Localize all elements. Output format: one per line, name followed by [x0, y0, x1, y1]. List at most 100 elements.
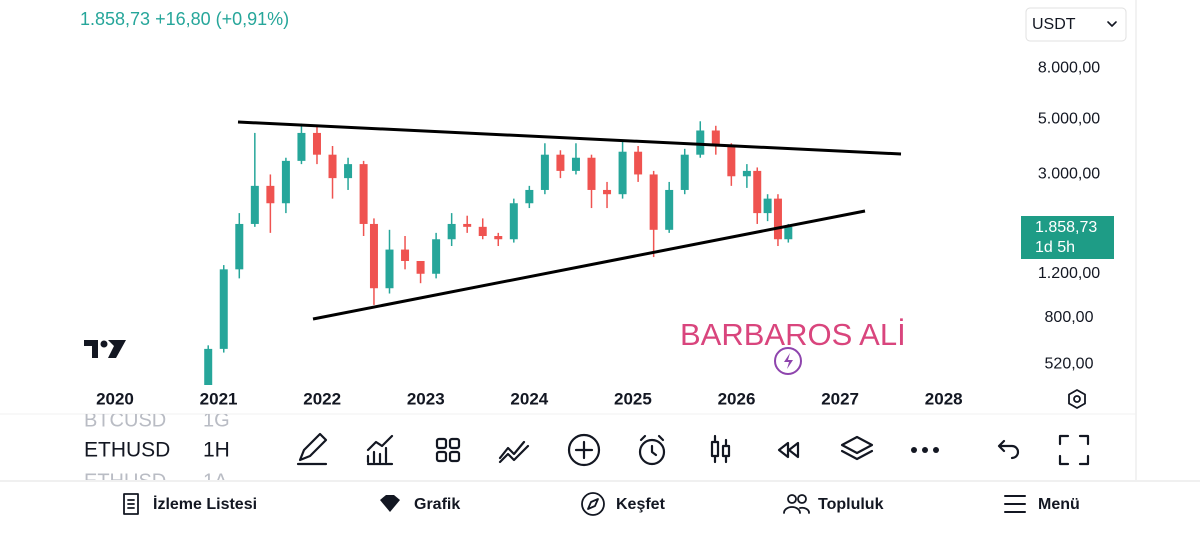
- more-tool[interactable]: [911, 447, 939, 453]
- layers-tool[interactable]: [840, 435, 874, 461]
- x-tick-label: 2026: [718, 389, 756, 408]
- candle-body: [634, 151, 643, 175]
- candle-body: [665, 189, 674, 230]
- x-tick-label: 2023: [407, 389, 445, 408]
- watchlist-icon[interactable]: [123, 493, 139, 515]
- layout-tool[interactable]: [435, 437, 461, 463]
- lightning-icon: [774, 347, 802, 375]
- candle-body: [385, 249, 394, 289]
- candle-body: [401, 249, 410, 261]
- candle-body: [696, 130, 705, 155]
- candle-body: [753, 170, 762, 214]
- candle-body: [649, 174, 658, 230]
- nav-item[interactable]: Grafik: [414, 496, 460, 513]
- badge-countdown: 1d 5h: [1035, 239, 1075, 256]
- symbol-above: BTCUSD: [84, 409, 166, 431]
- candle-body: [763, 198, 772, 214]
- indicators-tool[interactable]: [366, 434, 394, 466]
- y-tick-label: 3.000,00: [1038, 166, 1100, 183]
- currency-select[interactable]: USDT: [1025, 7, 1127, 42]
- y-tick-label: 5.000,00: [1038, 110, 1100, 127]
- settings-icon[interactable]: [1068, 389, 1086, 409]
- candle-body: [571, 157, 580, 171]
- y-tick-label: 520,00: [1045, 356, 1094, 373]
- x-tick-label: 2022: [303, 389, 341, 408]
- candle-body: [281, 160, 290, 204]
- candle-body: [204, 348, 213, 385]
- candle-body: [680, 154, 689, 190]
- x-tick-label: 2020: [96, 389, 134, 408]
- symbol[interactable]: ETHUSD: [84, 439, 170, 462]
- quote: 1.858,73 +16,80 (+0,91%): [80, 9, 289, 29]
- candle-body: [540, 154, 549, 190]
- chart-icon[interactable]: [380, 495, 400, 512]
- candle-body: [727, 146, 736, 177]
- plot-area: [204, 121, 793, 385]
- nav-item[interactable]: Keşfet: [616, 496, 666, 513]
- candle-body: [587, 157, 596, 190]
- candle-body: [328, 154, 337, 179]
- fullscreen-tool[interactable]: [1058, 434, 1090, 466]
- candle-body: [784, 226, 793, 240]
- interval-below: 1A: [203, 470, 228, 492]
- candle-body: [447, 223, 456, 240]
- price-badge: 1.858,73 1d 5h: [1021, 216, 1114, 259]
- symbol-picker[interactable]: BTCUSD 1G ETHUSD 1H ETHUSD 1A: [84, 409, 230, 492]
- candle-body: [494, 236, 503, 240]
- bar-style-tool[interactable]: [710, 434, 731, 464]
- candle-body: [742, 170, 751, 177]
- candle-body: [603, 189, 612, 195]
- settings-dot: [1073, 395, 1081, 403]
- menu-icon[interactable]: [1004, 495, 1026, 513]
- badge-bg: [1021, 216, 1114, 259]
- candle-body: [509, 203, 518, 240]
- candle-body: [556, 154, 565, 171]
- trendline-lower: [312, 209, 866, 321]
- replay-tool[interactable]: [777, 441, 800, 459]
- candle-body: [312, 132, 321, 155]
- y-tick-label: 8.000,00: [1038, 59, 1100, 76]
- currency[interactable]: USDT: [1032, 16, 1076, 33]
- x-tick-label: 2024: [510, 389, 548, 408]
- candle-body: [525, 189, 534, 204]
- candle-body: [250, 185, 259, 224]
- candle-body: [773, 198, 782, 240]
- interval-above: 1G: [203, 409, 230, 431]
- x-tick-label: 2027: [821, 389, 859, 408]
- watermark: BARBAROS ALİ: [680, 317, 906, 352]
- community-icon[interactable]: [783, 494, 810, 514]
- nav-item[interactable]: Topluluk: [818, 496, 884, 513]
- compare-tool[interactable]: [498, 440, 530, 464]
- interval[interactable]: 1H: [203, 439, 230, 462]
- add-tool[interactable]: [567, 433, 601, 467]
- nav-item[interactable]: İzleme Listesi: [153, 495, 257, 513]
- candle-body: [711, 130, 720, 147]
- trendline-upper: [237, 120, 902, 156]
- explore-icon[interactable]: [581, 492, 605, 516]
- y-tick-label: 800,00: [1045, 309, 1094, 326]
- candle-body: [297, 132, 306, 161]
- tv-logo: [84, 340, 126, 358]
- candle-body: [266, 185, 275, 204]
- candle-body: [416, 260, 425, 274]
- badge-price: 1.858,73: [1035, 219, 1097, 236]
- candle-body: [344, 164, 353, 179]
- alert-tool[interactable]: [638, 434, 666, 466]
- candle-body: [359, 164, 368, 224]
- draw-tool[interactable]: [296, 432, 328, 466]
- candle-body: [219, 269, 228, 349]
- tools: [296, 432, 1090, 467]
- candle-body: [369, 223, 378, 289]
- nav-item[interactable]: Menü: [1038, 496, 1080, 513]
- candle-body: [463, 223, 472, 227]
- candle-body: [235, 223, 244, 270]
- x-tick-label: 2028: [925, 389, 963, 408]
- undo-tool[interactable]: [997, 439, 1020, 460]
- candle-body: [478, 226, 487, 237]
- currency-box[interactable]: [1025, 7, 1127, 42]
- symbol-below: ETHUSD: [84, 470, 166, 492]
- candle-body: [432, 239, 441, 274]
- bottom-nav: İzleme Listesi Grafik Keşfet Topluluk Me…: [123, 492, 1080, 516]
